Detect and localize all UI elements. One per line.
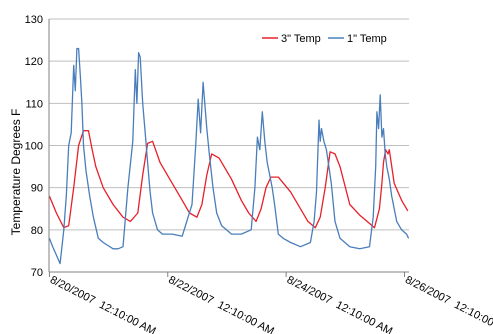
gridlines bbox=[49, 18, 409, 231]
x-tick-label: 8/22/2007 12:10:00 AM bbox=[166, 274, 276, 334]
y-tick-label: 90 bbox=[31, 183, 43, 195]
x-tick-label: 8/24/2007 12:10:00 AM bbox=[285, 274, 395, 334]
x-tick-label: 8/26/2007 12:10:00 AM bbox=[403, 274, 493, 334]
series-line-one-inch-temp bbox=[48, 47, 410, 265]
plot-series bbox=[48, 47, 410, 265]
y-tick-label: 120 bbox=[25, 56, 43, 68]
legend-label: 3" Temp bbox=[281, 33, 321, 45]
legend: 3" Temp 1" Temp bbox=[262, 33, 387, 45]
y-tick-label: 80 bbox=[31, 225, 43, 237]
y-tick-label: 70 bbox=[31, 267, 43, 279]
x-tick-label: 8/20/2007 12:10:00 AM bbox=[48, 274, 158, 334]
y-tick-label: 110 bbox=[25, 98, 43, 110]
y-tick-label: 100 bbox=[25, 141, 43, 153]
legend-label: 1" Temp bbox=[347, 33, 387, 45]
y-tick-label: 130 bbox=[25, 14, 43, 26]
y-axis-title: Temperature Degrees F bbox=[9, 109, 23, 236]
